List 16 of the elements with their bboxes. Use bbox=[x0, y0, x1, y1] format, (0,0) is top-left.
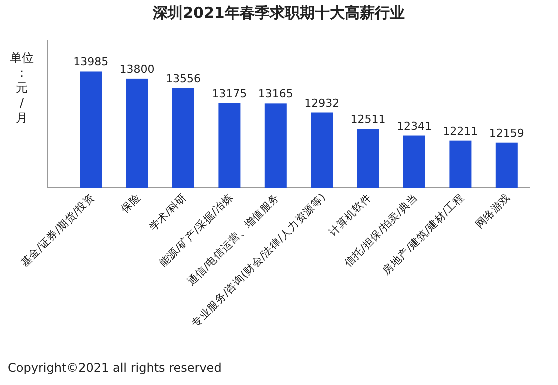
data-label: 12511 bbox=[350, 113, 386, 126]
data-label: 12159 bbox=[489, 126, 524, 140]
data-label: 13175 bbox=[212, 87, 248, 100]
data-label: 13556 bbox=[166, 72, 201, 86]
x-tick-label: 保险 bbox=[119, 192, 144, 216]
chart-title: 深圳2021年春季求职期十大高薪行业 bbox=[152, 4, 405, 22]
data-label: 13800 bbox=[120, 62, 155, 76]
data-label: 12341 bbox=[397, 120, 432, 133]
x-tick-label: 基金/证券/期货/投资 bbox=[18, 190, 98, 270]
y-axis-title: 单位：元/月 bbox=[10, 51, 34, 125]
data-label: 13985 bbox=[74, 56, 109, 69]
data-label: 12211 bbox=[443, 124, 478, 138]
text: Copyright©2021 all rights reserved bbox=[8, 361, 222, 375]
data-label: 13165 bbox=[258, 88, 294, 101]
data-label: 12932 bbox=[304, 96, 340, 110]
x-tick-label: 网络游戏 bbox=[472, 190, 514, 232]
